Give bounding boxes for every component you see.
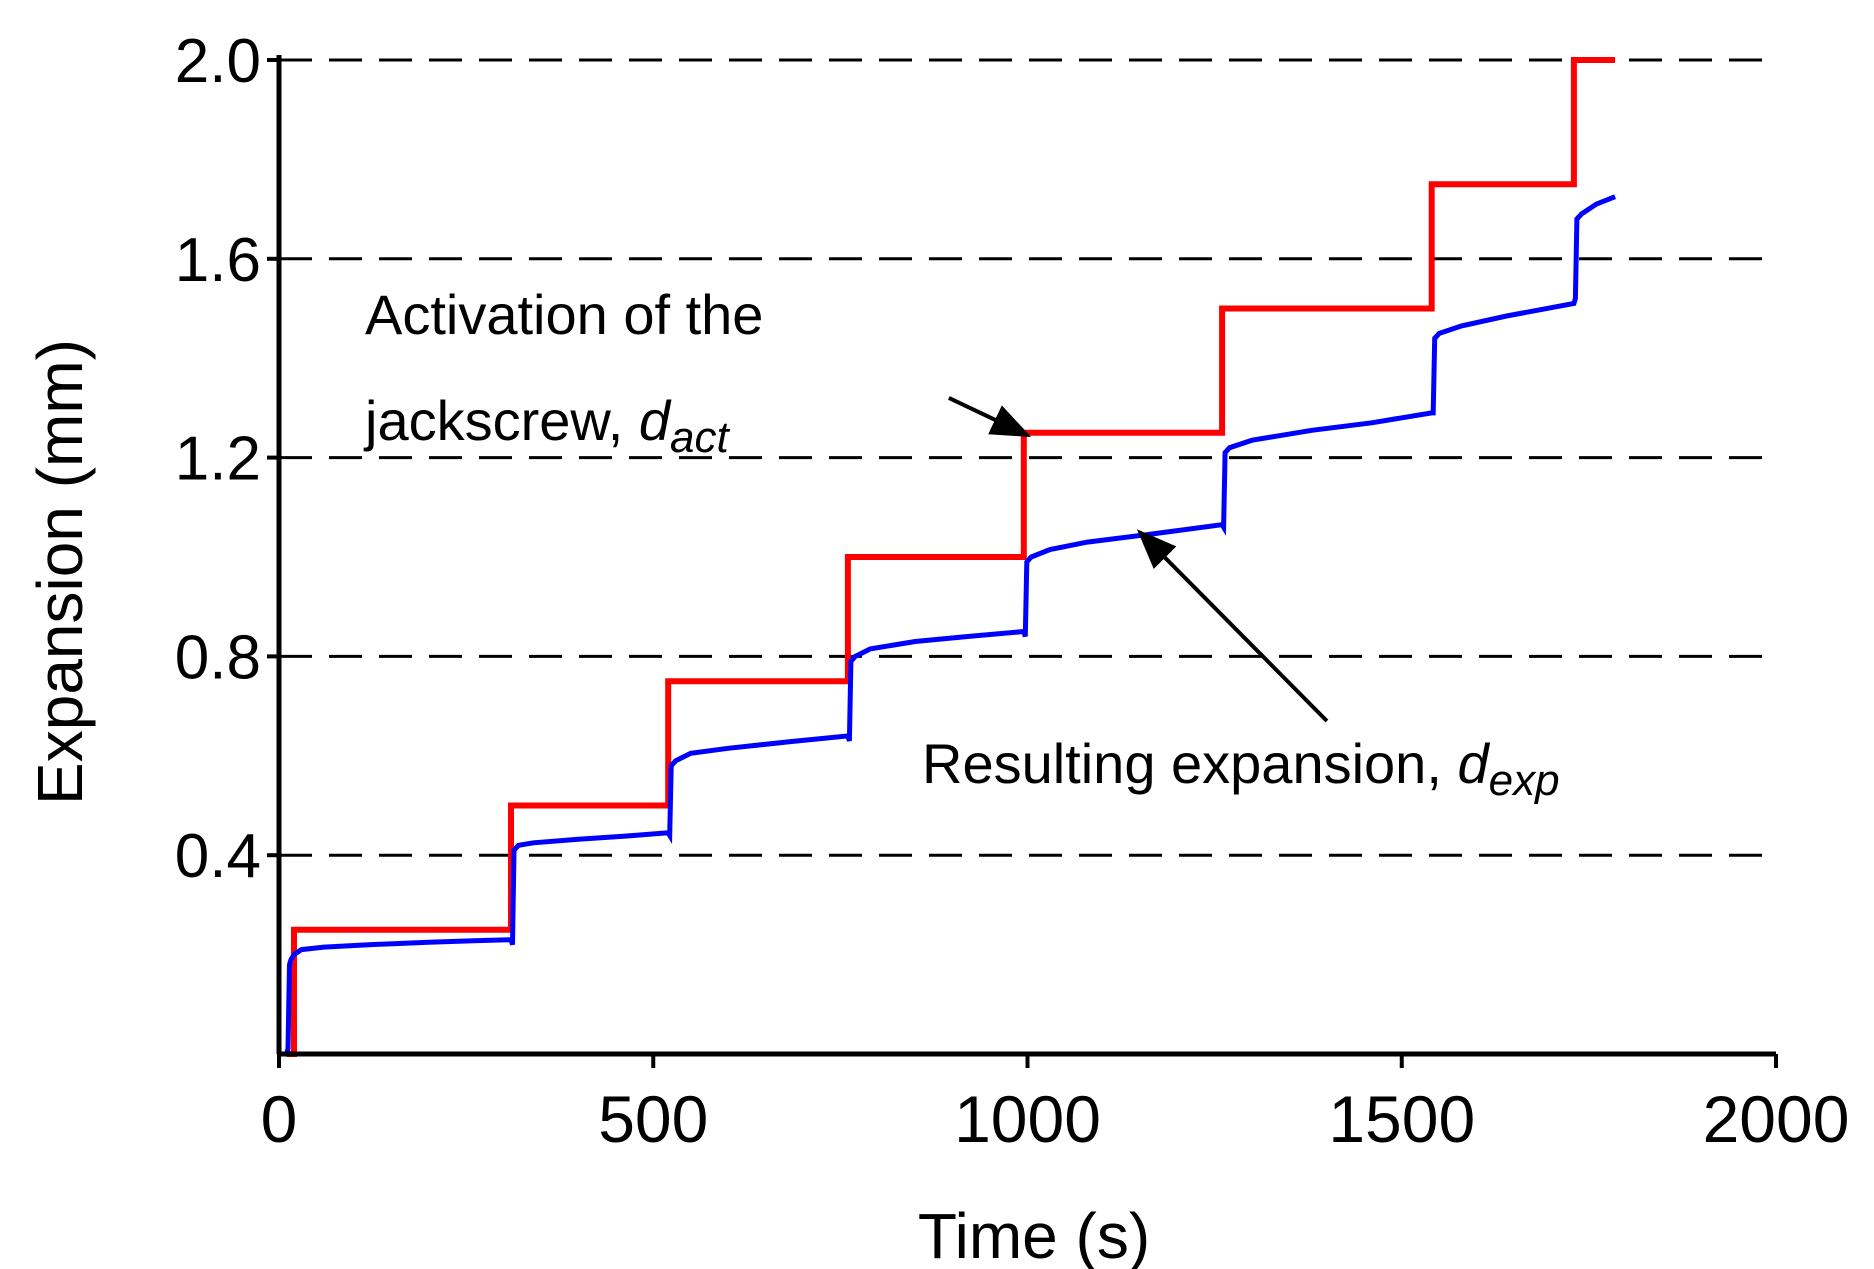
annotation-exp-subscript: exp [1489, 756, 1560, 805]
tick-labels: 0.4 0.8 1.2 1.6 2.0 0 500 1000 1500 2000 [175, 27, 1850, 1156]
annotation-exp-prefix: Resulting expansion, [922, 732, 1457, 795]
annotation-act-symbol: d [639, 389, 672, 452]
y-tick-label-2: 1.2 [175, 425, 261, 494]
y-tick-label-1: 0.8 [175, 623, 261, 692]
y-tick-label-4: 2.0 [175, 27, 261, 96]
series-line-d_exp [279, 194, 1617, 1057]
annotation-arrow-exp [1136, 529, 1329, 723]
x-tick-label-4: 2000 [1703, 1082, 1850, 1156]
series-line-d_act [286, 57, 1616, 1057]
y-tick-label-0: 0.4 [175, 822, 261, 891]
annotation-act-line1: Activation of the [365, 283, 763, 346]
x-axis-title: Time (s) [918, 1200, 1150, 1269]
annotation-act-line2: jackscrew, dact [363, 389, 730, 462]
annotation-arrow-act [948, 396, 1032, 438]
x-tick-label-3: 1500 [1328, 1082, 1475, 1156]
annotations: Activation of the jackscrew, dact Result… [363, 283, 1560, 805]
x-tick-label-0: 0 [261, 1082, 298, 1156]
series-group [279, 57, 1617, 1057]
x-tick-label-1: 500 [598, 1082, 708, 1156]
y-axis-title: Expansion (mm) [24, 339, 96, 805]
x-tick-label-2: 1000 [954, 1082, 1101, 1156]
annotation-exp-symbol: d [1457, 732, 1490, 795]
annotation-exp-text: Resulting expansion, dexp [922, 732, 1560, 805]
y-tick-label-3: 1.6 [175, 226, 261, 295]
annotation-act-subscript: act [670, 413, 730, 462]
annotation-act-prefix: jackscrew, [363, 389, 639, 452]
axes [267, 55, 1778, 1068]
